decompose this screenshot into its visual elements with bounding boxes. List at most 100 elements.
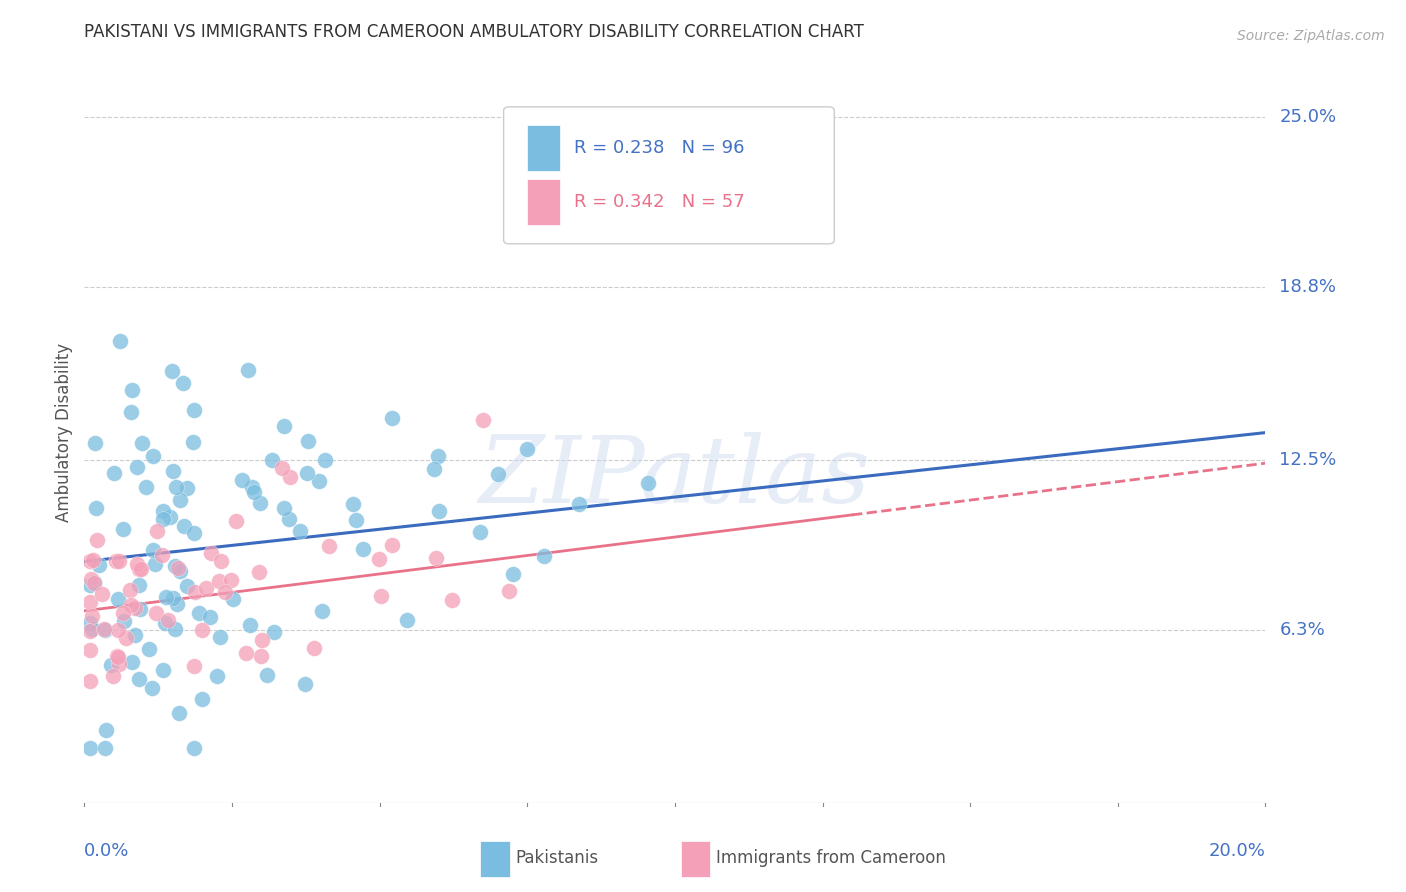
Point — [183, 741, 205, 756]
Point — [533, 549, 555, 563]
Point — [208, 574, 231, 588]
Point — [165, 622, 187, 636]
Point — [142, 542, 165, 557]
Point — [240, 480, 263, 494]
Point — [273, 500, 295, 515]
Point — [395, 613, 418, 627]
Point — [128, 672, 150, 686]
FancyBboxPatch shape — [503, 107, 834, 244]
Point — [103, 466, 125, 480]
Point — [183, 658, 205, 673]
Point — [225, 514, 247, 528]
Point — [183, 526, 205, 541]
Point — [205, 668, 228, 682]
Point — [250, 632, 273, 647]
Text: PAKISTANI VS IMMIGRANTS FROM CAMEROON AMBULATORY DISABILITY CORRELATION CHART: PAKISTANI VS IMMIGRANTS FROM CAMEROON AM… — [84, 23, 865, 41]
Point — [169, 492, 191, 507]
Point — [471, 413, 494, 427]
Point — [427, 449, 450, 463]
Point — [79, 741, 101, 756]
Point — [172, 376, 194, 391]
Point — [294, 676, 316, 690]
Point — [124, 627, 146, 641]
FancyBboxPatch shape — [479, 841, 509, 877]
Point — [214, 585, 236, 599]
Point — [159, 510, 181, 524]
Point — [121, 383, 143, 397]
Point — [107, 649, 129, 664]
Point — [249, 496, 271, 510]
Point — [157, 613, 180, 627]
Point — [302, 640, 325, 655]
Point — [131, 435, 153, 450]
Point — [637, 475, 659, 490]
Point — [311, 604, 333, 618]
Point — [143, 557, 166, 571]
Point — [221, 573, 243, 587]
Point — [176, 481, 198, 495]
Point — [486, 467, 509, 481]
Point — [190, 692, 212, 706]
Point — [184, 584, 207, 599]
Point — [138, 642, 160, 657]
Point — [235, 646, 257, 660]
Point — [107, 650, 129, 665]
Point — [79, 673, 101, 688]
Point — [112, 614, 135, 628]
Point — [79, 616, 101, 631]
Point — [79, 595, 101, 609]
Point — [121, 655, 143, 669]
Point — [169, 564, 191, 578]
FancyBboxPatch shape — [681, 841, 710, 877]
Point — [108, 334, 131, 348]
Point — [79, 624, 101, 639]
Point — [152, 504, 174, 518]
Point — [120, 599, 142, 613]
Point — [194, 581, 217, 595]
Point — [145, 606, 167, 620]
Point — [165, 480, 187, 494]
Point — [425, 550, 447, 565]
Point — [160, 363, 183, 377]
Point — [162, 591, 184, 606]
Point — [124, 601, 146, 615]
Point — [222, 592, 245, 607]
Point — [173, 519, 195, 533]
Point — [344, 513, 367, 527]
Point — [80, 573, 103, 587]
Point — [142, 449, 165, 463]
Point — [260, 452, 283, 467]
Point — [162, 464, 184, 478]
Point — [115, 631, 138, 645]
Point — [83, 576, 105, 591]
Point — [166, 597, 188, 611]
Point — [231, 473, 253, 487]
Point — [108, 554, 131, 568]
Point — [135, 480, 157, 494]
Point — [243, 485, 266, 500]
Text: 20.0%: 20.0% — [1209, 842, 1265, 860]
Point — [502, 566, 524, 581]
FancyBboxPatch shape — [527, 126, 561, 171]
Point — [118, 582, 141, 597]
Point — [82, 552, 104, 566]
Point — [516, 442, 538, 457]
Point — [441, 593, 464, 607]
Text: 6.3%: 6.3% — [1279, 621, 1324, 639]
Point — [183, 403, 205, 417]
Point — [83, 575, 105, 590]
Y-axis label: Ambulatory Disability: Ambulatory Disability — [55, 343, 73, 522]
Point — [308, 474, 330, 488]
Point — [236, 363, 259, 377]
Point — [84, 436, 107, 450]
Point — [84, 500, 107, 515]
Point — [368, 551, 391, 566]
Point — [94, 723, 117, 737]
Point — [82, 608, 104, 623]
Point — [165, 558, 187, 573]
Point — [111, 606, 134, 620]
Point — [468, 524, 491, 539]
Point — [103, 669, 125, 683]
Text: Immigrants from Cameroon: Immigrants from Cameroon — [716, 849, 946, 867]
Point — [314, 452, 336, 467]
